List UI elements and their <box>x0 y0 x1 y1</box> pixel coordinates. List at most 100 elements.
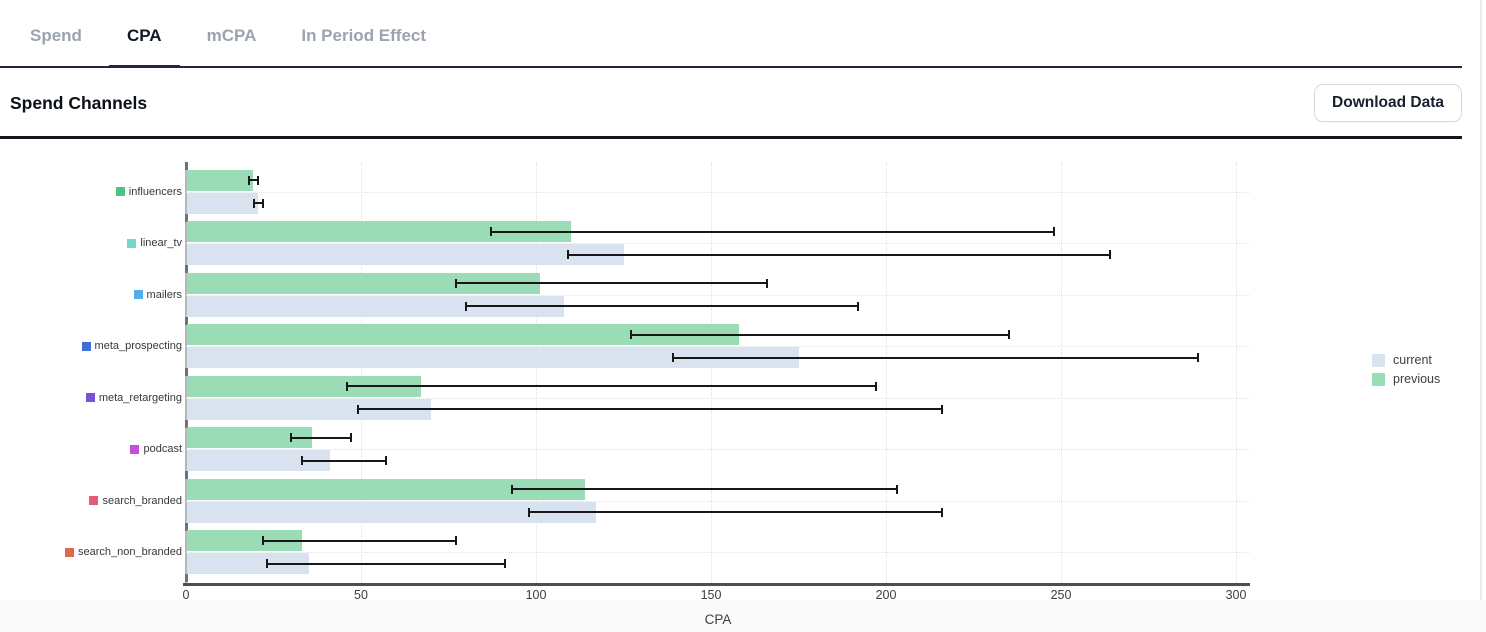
category-label: meta_retargeting <box>20 390 182 406</box>
error-bar-cap-high <box>256 175 259 185</box>
category-label: search_branded <box>20 493 182 509</box>
x-tick-label: 250 <box>1050 588 1072 602</box>
legend-item-current: current <box>1372 353 1440 367</box>
category-label: meta_prospecting <box>20 338 182 354</box>
category-label: search_non_branded <box>20 544 182 560</box>
current-bar <box>187 398 431 420</box>
error-bar-cap-high <box>454 536 457 546</box>
x-tick-label: 200 <box>875 588 897 602</box>
error-bar-line <box>301 459 386 462</box>
category-label: mailers <box>20 287 182 303</box>
x-tick-label: 100 <box>525 588 547 602</box>
current-bar <box>187 553 309 575</box>
category-marker-icon <box>130 444 140 454</box>
legend-label-current: current <box>1393 353 1432 367</box>
error-bar-line <box>254 202 263 205</box>
category-marker-icon <box>115 187 125 197</box>
previous-bar <box>187 324 739 346</box>
error-bar-cap-low <box>528 507 530 517</box>
tab-mcpa[interactable]: mCPA <box>206 26 257 45</box>
category-label: influencers <box>20 184 182 200</box>
category-marker-icon <box>133 290 143 300</box>
y-axis-tick <box>185 419 188 428</box>
error-bar-line <box>672 356 1198 359</box>
download-data-button[interactable]: Download Data <box>1314 84 1462 122</box>
y-axis-tick <box>185 316 188 325</box>
x-gridline <box>711 163 712 583</box>
category-marker-icon <box>127 238 137 248</box>
previous-series-swatch <box>1372 372 1385 386</box>
x-axis-line <box>183 583 1250 586</box>
error-bar-cap-low <box>300 456 303 466</box>
previous-bar <box>187 375 421 397</box>
error-bar-cap-low <box>510 484 513 494</box>
previous-bar <box>187 530 302 552</box>
y-gridline <box>186 191 1250 193</box>
x-axis-title: CPA <box>704 612 732 627</box>
x-gridline <box>536 163 537 583</box>
legend-item-previous: previous <box>1372 372 1440 386</box>
current-bar <box>187 450 330 472</box>
category-label-text: meta_prospecting <box>94 340 182 353</box>
page-title: Spend Channels <box>10 92 148 113</box>
error-bar-cap-high <box>1109 250 1111 260</box>
error-bar-cap-low <box>671 353 674 363</box>
category-label-text: search_non_branded <box>78 546 182 559</box>
error-bar-cap-high <box>941 404 943 414</box>
error-bar-cap-high <box>503 559 506 569</box>
category-label-text: meta_retargeting <box>98 391 182 404</box>
error-bar-line <box>291 436 351 439</box>
previous-bar <box>187 272 540 294</box>
y-gridline <box>186 243 1250 245</box>
y-gridline <box>186 500 1250 502</box>
current-bar <box>187 192 258 214</box>
error-bar-cap-high <box>1053 227 1055 237</box>
y-axis-tick <box>185 471 188 479</box>
y-gridline <box>186 294 1250 296</box>
previous-bar <box>187 221 571 243</box>
tab-in-period-effect[interactable]: In Period Effect <box>301 26 427 45</box>
category-label-text: linear_tv <box>140 237 182 250</box>
error-bar-cap-low <box>629 330 632 340</box>
tab-bar: Spend CPA mCPA In Period Effect <box>0 0 1462 68</box>
error-bar-cap-low <box>265 559 268 569</box>
x-gridline <box>361 163 362 583</box>
error-bar-cap-low <box>454 278 457 288</box>
error-bar-line <box>567 253 1110 256</box>
category-label-text: influencers <box>128 185 182 198</box>
x-gridline <box>1061 163 1062 583</box>
x-gridline <box>1236 163 1237 583</box>
legend-label-previous: previous <box>1393 372 1441 386</box>
error-bar-cap-high <box>349 433 352 443</box>
error-bar-line <box>249 179 258 182</box>
error-bar-cap-high <box>874 381 877 391</box>
current-bar <box>187 295 564 317</box>
error-bar-cap-high <box>857 301 859 311</box>
category-label: podcast <box>20 441 182 457</box>
error-bar-line <box>266 562 505 565</box>
x-tick-label: 150 <box>700 588 722 602</box>
error-bar-cap-low <box>248 175 250 185</box>
y-gridline <box>186 552 1250 554</box>
error-bar-cap-low <box>290 433 292 443</box>
y-axis-tick <box>185 574 188 582</box>
error-bar-line <box>263 539 456 542</box>
y-axis-tick <box>185 368 188 376</box>
x-tick-label: 50 <box>354 588 368 602</box>
chart-bottom-margin: CPA <box>0 600 1486 632</box>
tab-spend[interactable]: Spend <box>30 26 82 45</box>
error-bar-line <box>529 511 942 514</box>
current-bar <box>187 244 624 266</box>
error-bar-line <box>511 488 897 491</box>
previous-bar <box>187 478 585 500</box>
previous-bar <box>187 427 312 449</box>
tab-cpa[interactable]: CPA <box>109 26 180 68</box>
error-bar-line <box>466 305 858 308</box>
x-tick-label: 300 <box>1225 588 1247 602</box>
error-bar-cap-low <box>566 250 569 260</box>
chart-legend: current previous <box>1372 353 1440 386</box>
error-bar-cap-high <box>766 278 768 288</box>
current-bar <box>187 347 799 369</box>
y-axis-tick <box>185 265 188 273</box>
